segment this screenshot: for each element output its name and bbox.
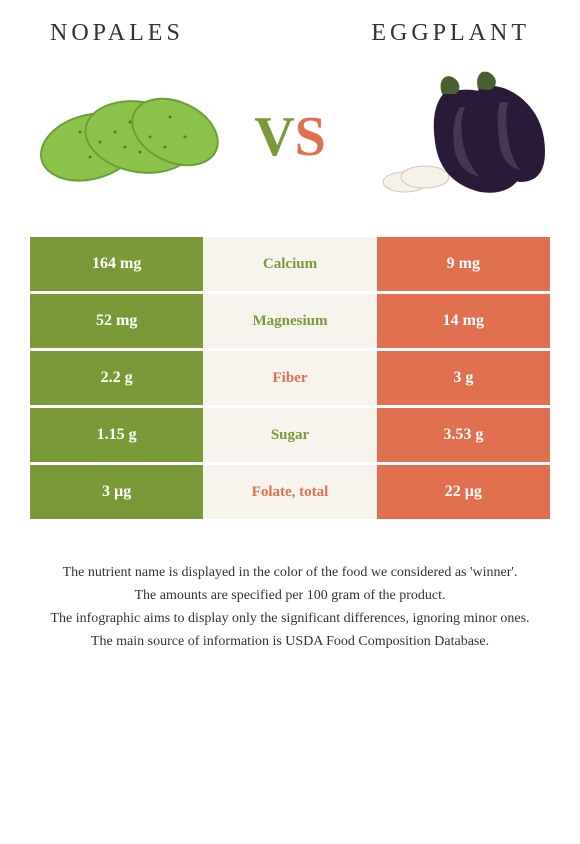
right-value: 9 mg <box>377 237 550 291</box>
images-row: VS <box>0 57 580 237</box>
footer-line: The amounts are specified per 100 gram o… <box>20 585 560 606</box>
nutrient-label: Folate, total <box>203 465 376 519</box>
vs-s: S <box>295 106 326 168</box>
right-value: 22 µg <box>377 465 550 519</box>
eggplant-image <box>350 62 550 212</box>
table-row: 3 µgFolate, total22 µg <box>30 465 550 519</box>
vs-label: VS <box>254 105 326 169</box>
header: Nopales Eggplant <box>0 0 580 57</box>
right-value: 3.53 g <box>377 408 550 462</box>
nutrient-label: Magnesium <box>203 294 376 348</box>
left-value: 3 µg <box>30 465 203 519</box>
nopales-image <box>30 62 230 212</box>
right-value: 14 mg <box>377 294 550 348</box>
table-row: 1.15 gSugar3.53 g <box>30 408 550 462</box>
nutrient-label: Calcium <box>203 237 376 291</box>
left-food-title: Nopales <box>50 20 184 47</box>
footer-line: The nutrient name is displayed in the co… <box>20 562 560 583</box>
table-row: 2.2 gFiber3 g <box>30 351 550 405</box>
comparison-table: 164 mgCalcium9 mg52 mgMagnesium14 mg2.2 … <box>0 237 580 519</box>
footer-line: The main source of information is USDA F… <box>20 631 560 652</box>
left-value: 2.2 g <box>30 351 203 405</box>
left-value: 1.15 g <box>30 408 203 462</box>
nutrient-label: Fiber <box>203 351 376 405</box>
left-value: 52 mg <box>30 294 203 348</box>
nutrient-label: Sugar <box>203 408 376 462</box>
table-row: 52 mgMagnesium14 mg <box>30 294 550 348</box>
right-value: 3 g <box>377 351 550 405</box>
footer-line: The infographic aims to display only the… <box>20 608 560 629</box>
table-row: 164 mgCalcium9 mg <box>30 237 550 291</box>
right-food-title: Eggplant <box>371 20 530 47</box>
footer-notes: The nutrient name is displayed in the co… <box>0 522 580 652</box>
vs-v: V <box>254 106 294 168</box>
left-value: 164 mg <box>30 237 203 291</box>
